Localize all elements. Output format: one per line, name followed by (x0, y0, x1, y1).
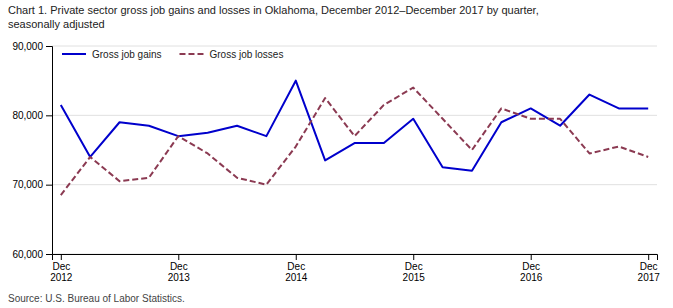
x-tick-label-line: 2012 (50, 272, 73, 283)
x-tick-label-line: Dec (522, 261, 540, 272)
y-tick: 70,000 (12, 179, 52, 190)
x-tick: Dec2012 (50, 254, 73, 283)
y-axis: 60,000 70,000 80,000 90,000 (12, 41, 52, 260)
legend-item: Gross job losses (179, 49, 283, 60)
legend-swatch (62, 53, 86, 55)
legend: Gross job gains Gross job losses (62, 49, 283, 60)
x-tick-label-line: Dec (52, 261, 70, 272)
x-tick-mark (61, 254, 62, 260)
x-tick-label: Dec2012 (50, 261, 73, 283)
x-tick-label: Dec2014 (285, 261, 308, 283)
y-tick: 90,000 (12, 41, 52, 52)
legend-label: Gross job losses (209, 49, 283, 60)
x-tick-label-line: Dec (640, 261, 658, 272)
x-tick-label: Dec2015 (403, 261, 426, 283)
title-line: seasonally adjusted (8, 18, 105, 30)
y-axis-line (46, 47, 53, 255)
y-tick-label: 80,000 (12, 110, 43, 121)
x-tick-mark (413, 254, 414, 260)
grid (52, 46, 657, 254)
x-tick-label-line: 2013 (168, 272, 191, 283)
series-line (61, 88, 648, 195)
x-tick-mark (178, 254, 179, 260)
x-tick-label-line: Dec (405, 261, 423, 272)
x-tick-label-line: 2014 (285, 272, 308, 283)
grid-line (52, 115, 657, 116)
x-axis: Dec2012Dec2013Dec2014Dec2015Dec2016Dec20… (50, 254, 660, 283)
plot-area: 60,00070,00080,00090,000Dec2012Dec2013De… (12, 41, 660, 283)
x-tick: Dec2016 (520, 254, 543, 283)
title-line: Chart 1. Private sector gross job gains … (8, 4, 539, 16)
x-tick-label-line: 2017 (638, 272, 661, 283)
x-tick-mark (296, 254, 297, 260)
x-tick-label: Dec2016 (520, 261, 543, 283)
y-tick-label: 70,000 (12, 179, 43, 190)
legend-label: Gross job gains (92, 49, 161, 60)
y-tick-mark (46, 185, 52, 186)
x-tick-label-line: 2016 (520, 272, 543, 283)
chart-container: Chart 1. Private sector gross job gains … (0, 0, 673, 308)
y-tick-mark (46, 115, 52, 116)
x-tick-label-line: Dec (170, 261, 188, 272)
x-tick: Dec2017 (638, 254, 661, 283)
series-line (61, 81, 648, 171)
x-tick-label-line: 2015 (403, 272, 426, 283)
x-tick-label: Dec2017 (638, 261, 661, 283)
x-tick-label-line: Dec (287, 261, 305, 272)
x-axis-line (53, 255, 658, 261)
lines (61, 81, 648, 195)
y-tick-label: 90,000 (12, 41, 43, 52)
legend-item: Gross job gains (62, 49, 161, 60)
y-tick: 80,000 (12, 110, 52, 121)
source: Source: U.S. Bureau of Labor Statistics. (8, 293, 185, 304)
y-tick: 60,000 (12, 249, 52, 260)
chart-svg: Chart 1. Private sector gross job gains … (0, 0, 673, 308)
y-tick-mark (46, 254, 52, 255)
grid-line (52, 46, 657, 47)
grid-line (52, 184, 657, 185)
x-tick: Dec2015 (403, 254, 426, 283)
x-tick: Dec2013 (168, 254, 191, 283)
title: Chart 1. Private sector gross job gains … (8, 4, 539, 30)
y-tick-mark (46, 46, 52, 47)
legend-swatch (179, 53, 203, 55)
x-tick-mark (648, 254, 649, 260)
y-tick-label: 60,000 (12, 249, 43, 260)
x-tick-label: Dec2013 (168, 261, 191, 283)
x-tick-mark (531, 254, 532, 260)
x-tick: Dec2014 (285, 254, 308, 283)
